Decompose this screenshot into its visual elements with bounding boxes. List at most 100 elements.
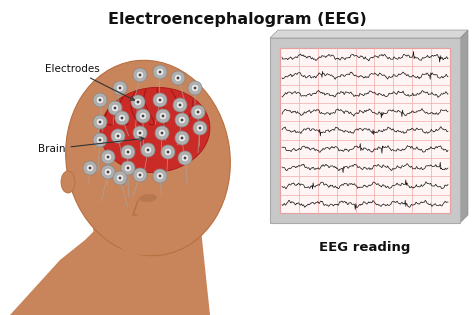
Circle shape <box>93 115 107 129</box>
Circle shape <box>127 151 129 153</box>
Text: EEG reading: EEG reading <box>319 241 410 254</box>
Circle shape <box>196 124 204 132</box>
Circle shape <box>136 71 144 79</box>
Circle shape <box>111 104 119 112</box>
Circle shape <box>111 129 125 143</box>
Circle shape <box>121 161 135 175</box>
Circle shape <box>153 65 167 79</box>
Circle shape <box>193 87 196 89</box>
Circle shape <box>156 68 164 76</box>
Circle shape <box>138 174 141 176</box>
Circle shape <box>133 168 147 182</box>
Circle shape <box>101 165 115 179</box>
Circle shape <box>136 129 144 137</box>
Circle shape <box>124 148 132 156</box>
Circle shape <box>99 139 101 141</box>
Circle shape <box>156 96 164 104</box>
Circle shape <box>178 151 192 165</box>
Circle shape <box>153 93 167 107</box>
Circle shape <box>158 129 166 137</box>
Circle shape <box>133 68 147 82</box>
Circle shape <box>89 167 91 169</box>
Circle shape <box>159 175 162 177</box>
Circle shape <box>142 115 145 117</box>
Circle shape <box>177 77 179 79</box>
Circle shape <box>86 164 94 172</box>
Circle shape <box>96 96 104 104</box>
Circle shape <box>136 171 144 179</box>
Circle shape <box>93 133 107 147</box>
Circle shape <box>179 104 182 106</box>
Circle shape <box>118 87 121 89</box>
Circle shape <box>139 112 147 120</box>
Circle shape <box>181 137 183 140</box>
Text: Electroencephalogram (EEG): Electroencephalogram (EEG) <box>108 12 366 27</box>
Circle shape <box>181 119 183 121</box>
Circle shape <box>164 148 172 156</box>
Circle shape <box>115 111 129 125</box>
Circle shape <box>178 116 186 124</box>
Circle shape <box>131 95 145 109</box>
Circle shape <box>118 177 121 180</box>
Circle shape <box>175 131 189 145</box>
Circle shape <box>117 135 119 137</box>
Circle shape <box>137 100 139 103</box>
Ellipse shape <box>118 225 178 255</box>
Circle shape <box>141 143 155 157</box>
Circle shape <box>161 145 175 159</box>
Circle shape <box>104 153 112 161</box>
Circle shape <box>194 108 202 116</box>
Circle shape <box>159 71 162 73</box>
Circle shape <box>101 150 115 164</box>
Circle shape <box>161 132 164 135</box>
Ellipse shape <box>66 60 230 256</box>
Circle shape <box>124 164 132 172</box>
Circle shape <box>134 98 142 106</box>
Circle shape <box>178 134 186 142</box>
Circle shape <box>197 111 200 113</box>
Circle shape <box>175 113 189 127</box>
Ellipse shape <box>61 171 75 193</box>
Circle shape <box>156 172 164 180</box>
Circle shape <box>174 74 182 82</box>
Circle shape <box>133 126 147 140</box>
Circle shape <box>116 174 124 182</box>
Circle shape <box>199 127 201 129</box>
Circle shape <box>159 112 167 120</box>
Circle shape <box>116 84 124 92</box>
Circle shape <box>173 98 187 112</box>
Circle shape <box>191 105 205 119</box>
Bar <box>270 38 460 223</box>
Circle shape <box>188 81 202 95</box>
Circle shape <box>181 154 189 162</box>
Polygon shape <box>270 30 468 38</box>
Text: Brain: Brain <box>38 137 144 154</box>
Circle shape <box>191 84 199 92</box>
Circle shape <box>162 115 164 117</box>
Circle shape <box>155 126 169 140</box>
Circle shape <box>108 101 122 115</box>
Circle shape <box>99 121 101 123</box>
Text: Electrodes: Electrodes <box>45 64 135 100</box>
Polygon shape <box>90 210 130 240</box>
Circle shape <box>193 121 207 135</box>
Circle shape <box>93 93 107 107</box>
Circle shape <box>96 118 104 126</box>
Circle shape <box>114 106 117 109</box>
Circle shape <box>171 71 185 85</box>
Circle shape <box>146 149 149 152</box>
Circle shape <box>107 156 109 158</box>
Circle shape <box>96 136 104 144</box>
Circle shape <box>138 74 141 77</box>
Circle shape <box>121 145 135 159</box>
Circle shape <box>144 146 152 154</box>
Circle shape <box>183 157 186 159</box>
Bar <box>280 48 450 213</box>
Circle shape <box>83 161 97 175</box>
Circle shape <box>118 114 126 122</box>
Circle shape <box>114 132 122 140</box>
Polygon shape <box>0 220 210 315</box>
Circle shape <box>156 109 170 123</box>
Ellipse shape <box>100 87 210 173</box>
Circle shape <box>153 169 167 183</box>
